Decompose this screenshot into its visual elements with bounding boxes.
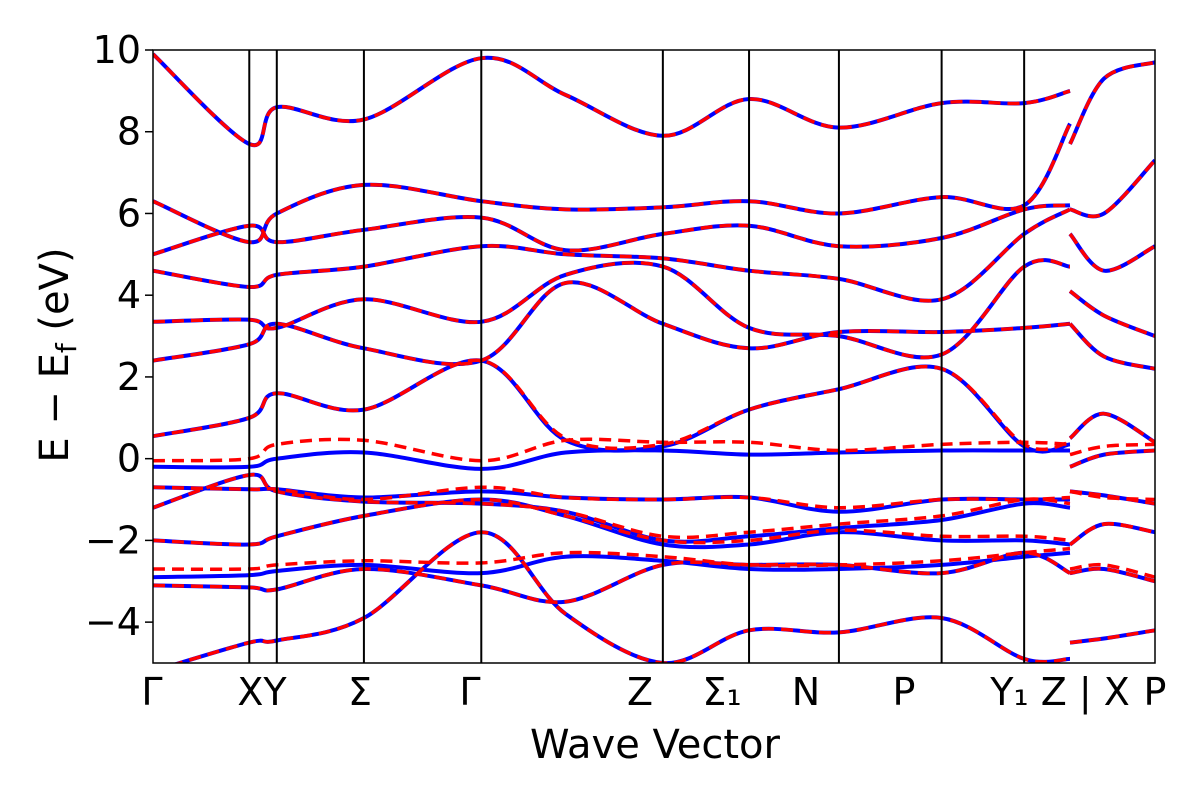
right-panel-band-dashed-4 [1069,628,1155,645]
plot-area [145,49,1156,664]
y-tick-label: 8 [117,110,141,154]
x-tick-label: N [792,670,820,714]
y-tick-label: 0 [117,437,141,481]
right-panel-band-dashed-7 [1068,289,1155,338]
band-line-series-1-band-12 [153,122,1072,244]
y-axis-label-sub: f [50,342,83,353]
x-tick-label: Γ [141,670,162,714]
y-tick-label: 10 [93,28,141,72]
right-panel-band-dashed-6 [1068,322,1155,371]
y-tick-label: −2 [85,518,141,562]
right-panel-band-8 [1068,232,1155,273]
x-tick-label: Γ [459,670,480,714]
y-axis-label-unit: (eV) [32,247,78,343]
x-tick-label: Σ [348,670,372,714]
y-axis-label-main: E − E [32,353,78,463]
x-tick-label: XY [237,670,287,714]
x-tick-label: Z [627,670,653,714]
band-line-series-0-band-0 [153,448,1070,471]
band-line-series-0-band-12 [153,122,1072,245]
x-tick-label: P [893,670,916,714]
band-line-series-1-band-9 [153,258,1071,360]
x-tick-labels: Γ XY Σ Γ Z Σ₁ N P Y₁ Z | X P [141,670,1166,715]
band-line-series-1-band-1 [153,485,1071,510]
right-panel-band-5 [1068,411,1155,445]
right-panel-band-2 [1068,521,1155,547]
right-panel-band-dashed-3 [1069,566,1155,583]
right-panel-extra-dashed-2 [1069,522,1155,547]
band-line-series-1-band-10 [153,207,1071,303]
x-tick-label: Y₁ Z | X [989,670,1130,715]
band-line-series-1-band-11 [153,203,1071,256]
right-panel-band-dashed-9 [1069,159,1155,219]
right-panel-extra-dashed-3 [1069,562,1155,579]
y-tick-label: −4 [85,600,141,644]
right-panel-extra-dashed-1 [1069,489,1155,502]
band-line-series-1-band-13 [153,52,1071,147]
right-panel-band-dashed-10 [1068,60,1155,145]
band-line-series-1-band-7 [153,358,1071,452]
right-panel-band-7 [1068,289,1155,338]
y-axis-label: E − Ef (eV) [32,247,83,462]
x-tick-label: P [1144,670,1167,714]
band-line-series-0-band-3 [153,497,1071,550]
band-lines [153,52,1155,663]
right-panel-band-dashed-5 [1068,411,1155,444]
plot-frame [152,49,1156,664]
x-tick-label: Σ₁ [702,670,741,714]
y-tick-label: 6 [117,191,141,235]
band-line-series-0-band-13 [153,52,1071,148]
y-tick-label: 4 [117,273,141,317]
y-tick-labels: −4 −2 0 2 4 6 8 10 [85,28,141,644]
y-tick-label: 2 [117,355,141,399]
right-panel-band-dashed-0 [1069,448,1155,469]
x-axis-label: Wave Vector [530,722,781,768]
right-panel-extra-dashed-0 [1069,442,1155,457]
band-line-series-0-band-7 [153,358,1071,454]
